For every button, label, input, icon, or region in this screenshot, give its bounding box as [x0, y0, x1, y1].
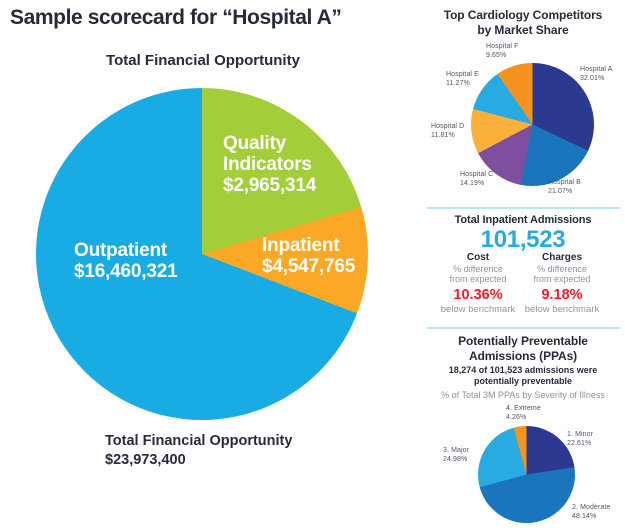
slice-label-quality-indicators: Quality Indicators $2,965,314 [223, 133, 316, 196]
stat-name: Charges [541, 252, 582, 263]
callout-hospital-e: Hospital E 11.27% [446, 71, 479, 88]
title-line: Top Cardiology Competitors [443, 8, 603, 22]
label-line: Inpatient [262, 235, 340, 256]
stat-desc-line: from expected [449, 274, 507, 284]
label-line: Hospital B [548, 179, 581, 186]
label-line: Hospital D [431, 123, 465, 130]
financial-pie-chart [36, 88, 368, 420]
callout-hospital-a: Hospital A 32.01% [580, 66, 613, 83]
ppa-subtitle: 18,274 of 101,523 admissions were potent… [425, 365, 621, 387]
label-line: 11.81% [431, 131, 455, 139]
label-line: $2,965,314 [223, 175, 317, 196]
label-line: Outpatient [74, 240, 167, 261]
label-line: Indicators [223, 154, 312, 175]
stat-desc-line: from expected [533, 274, 591, 284]
label-line: 11.27% [446, 79, 470, 87]
label-line: Hospital C [460, 171, 494, 178]
label-line: 1. Minor [567, 431, 594, 438]
page-title: Sample scorecard for “Hospital A” [10, 6, 342, 29]
callout-extreme: 4. Extreme 4.26% [506, 405, 541, 422]
section-divider [427, 207, 620, 209]
admissions-title: Total Inpatient Admissions [454, 214, 592, 226]
financial-total-value: $23,973,400 [105, 452, 186, 468]
admissions-value: 101,523 [480, 226, 566, 253]
callout-hospital-f: Hospital F 9.65% [486, 43, 519, 60]
slice-label-outpatient: Outpatient $16,460,321 [74, 240, 178, 282]
title-line: Potentially Preventable [458, 334, 588, 348]
label-line: 22.61% [567, 439, 592, 447]
callout-hospital-c: Hospital C 14.19% [460, 171, 493, 188]
label-line: Hospital F [486, 43, 519, 50]
label-line: 21.07% [548, 187, 573, 195]
label-line: 3. Major [443, 447, 470, 454]
cost-stat: Cost % difference from expected 10.36% b… [428, 252, 528, 315]
label-line: Hospital E [446, 71, 479, 78]
label-line: Quality [223, 133, 287, 154]
label-line: 9.65% [486, 51, 507, 59]
stat-percent: 9.18% [541, 287, 583, 303]
label-line: $4,547,765 [262, 256, 356, 277]
stat-percent: 10.36% [453, 287, 503, 303]
financial-total-label: Total Financial Opportunity [105, 433, 293, 449]
stat-note: below benchmark [524, 304, 600, 315]
label-line: Hospital A [580, 66, 613, 73]
label-line: 4. Extreme [506, 405, 541, 412]
financial-pie-title: Total Financial Opportunity [106, 52, 300, 69]
label-line: 14.19% [460, 179, 485, 187]
label-line: 32.01% [580, 74, 605, 82]
competitors-pie-chart [471, 63, 594, 186]
section-divider [427, 327, 620, 329]
title-line: by Market Share [477, 22, 569, 37]
stat-note: below benchmark [440, 304, 516, 315]
title-line: Admissions (PPAs) [468, 348, 578, 363]
label-line: 48.14% [572, 512, 597, 520]
ppa-caption: % of Total 3M PPAs by Severity of Illnes… [441, 390, 605, 400]
callout-hospital-b: Hospital B 21.07% [548, 179, 581, 196]
label-line: 4.26% [506, 413, 527, 421]
stat-desc-line: % difference [453, 264, 503, 274]
charges-stat: Charges % difference from expected 9.18%… [512, 252, 612, 315]
callout-minor: 1. Minor 22.61% [567, 431, 593, 448]
callout-moderate: 2. Moderate 48.14% [572, 504, 610, 521]
financial-total: Total Financial Opportunity $23,973,400 [105, 432, 292, 470]
slice-label-inpatient: Inpatient $4,547,765 [262, 235, 355, 277]
label-line: 2. Moderate [572, 504, 611, 511]
ppa-pie-chart [478, 426, 575, 523]
subtitle-line: 18,274 of 101,523 admissions were [448, 365, 598, 375]
callout-major: 3. Major 24.98% [443, 447, 469, 464]
callout-hospital-d: Hospital D 11.81% [431, 123, 464, 140]
stat-desc-line: % difference [537, 264, 587, 274]
competitors-title: Top Cardiology Competitors by Market Sha… [425, 8, 621, 37]
stat-name: Cost [466, 252, 490, 263]
label-line: 24.98% [443, 455, 468, 463]
ppa-title: Potentially Preventable Admissions (PPAs… [425, 334, 621, 363]
subtitle-line: potentially preventable [473, 376, 573, 386]
label-line: $16,460,321 [74, 261, 178, 282]
